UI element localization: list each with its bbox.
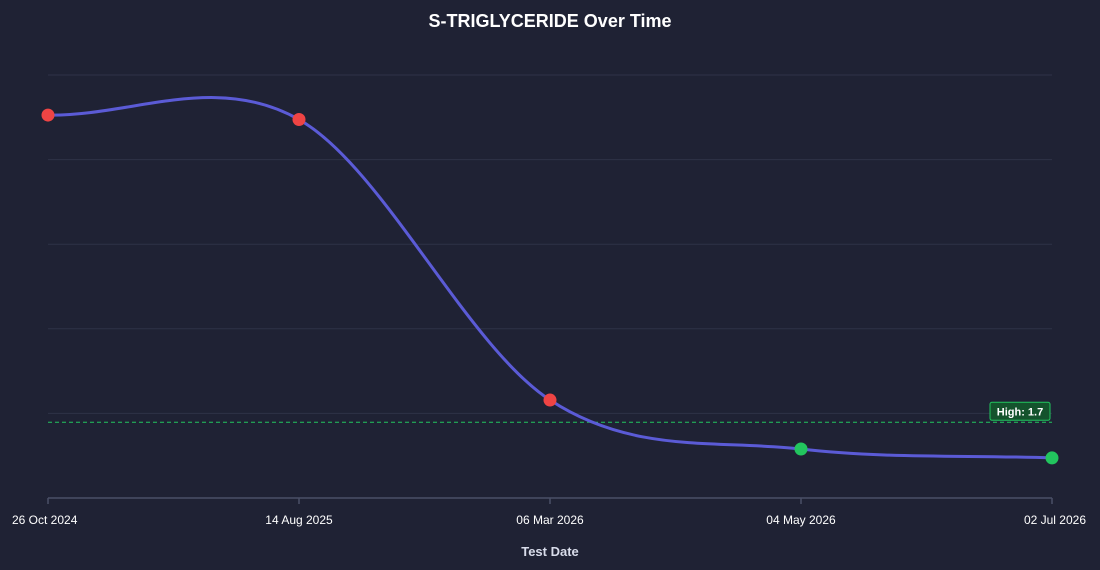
data-point[interactable]: [543, 393, 557, 407]
x-tick-label: 02 Jul 2026: [1024, 513, 1086, 527]
x-axis-title: Test Date: [521, 544, 579, 559]
x-tick-label: 14 Aug 2025: [265, 513, 333, 527]
data-point[interactable]: [292, 113, 306, 127]
x-tick-label: 04 May 2026: [766, 513, 836, 527]
data-point[interactable]: [1045, 451, 1059, 465]
reference-line-group: High: 1.7: [48, 401, 1052, 423]
data-point[interactable]: [794, 442, 808, 456]
data-point[interactable]: [41, 108, 55, 122]
reference-label: High: 1.7: [997, 406, 1043, 418]
grid-lines: [48, 74, 1052, 414]
x-tick-label: 26 Oct 2024: [12, 513, 78, 527]
series-line: [47, 96, 1053, 460]
data-points: [41, 108, 1059, 465]
reference-badge: [989, 401, 1051, 421]
x-tick-label: 06 Mar 2026: [516, 513, 584, 527]
chart-title: S-TRIGLYCERIDE Over Time: [428, 11, 671, 31]
x-axis-ticks: 26 Oct 2024 14 Aug 2025 06 Mar 2026 04 May …: [12, 498, 1086, 527]
